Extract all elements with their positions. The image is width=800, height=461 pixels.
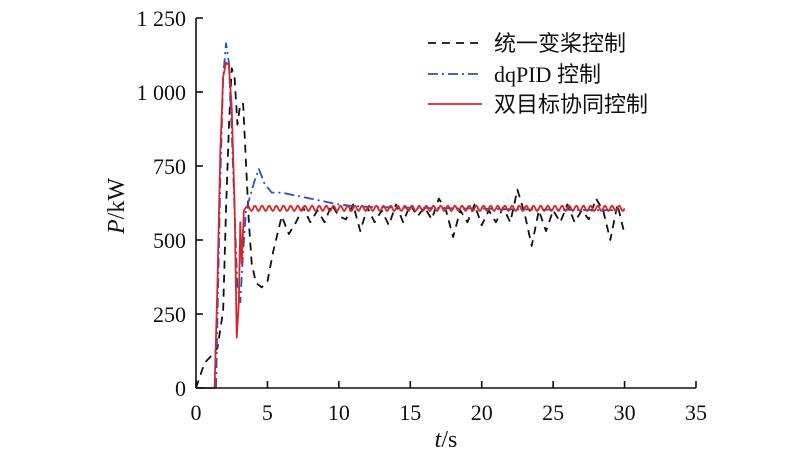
x-tick-label: 35 <box>685 400 707 425</box>
x-tick-label: 30 <box>614 400 636 425</box>
axes-layer <box>195 18 696 389</box>
y-tick-label: 250 <box>153 302 186 327</box>
y-tick-label: 750 <box>153 154 186 179</box>
y-axis-unit: /kW <box>104 178 130 220</box>
y-axis-variable: P <box>104 219 130 235</box>
y-tick-label: 1 250 <box>137 6 187 31</box>
y-tick-label: 1 000 <box>137 80 187 105</box>
x-tick-label: 25 <box>542 400 564 425</box>
x-axis-title: t/s <box>435 427 458 453</box>
series-layer <box>195 42 626 389</box>
x-tick-label: 20 <box>471 400 493 425</box>
legend: 统一变桨控制 dqPID 控制 双目标协同控制 <box>428 31 648 117</box>
x-tick-label: 10 <box>328 400 350 425</box>
legend-label-dqpid: dqPID 控制 <box>494 62 601 87</box>
x-tick-label: 0 <box>191 400 202 425</box>
x-tick-label: 5 <box>262 400 273 425</box>
ticks-layer: 0 5 10 15 20 25 30 35 0 250 500 750 1 000 1 250 <box>137 6 708 425</box>
y-axis-title: P/kW <box>104 178 130 235</box>
y-tick-label: 500 <box>153 228 186 253</box>
series-dual-objective <box>196 61 626 389</box>
x-tick-label: 15 <box>399 400 421 425</box>
x-axis-unit: /s <box>441 427 457 453</box>
y-tick-label: 0 <box>175 376 186 401</box>
series-uniform-pitch <box>195 67 626 389</box>
legend-label-dual-objective: 双目标协同控制 <box>494 92 648 117</box>
x-axis-variable: t <box>435 427 443 453</box>
legend-label-uniform-pitch: 统一变桨控制 <box>494 31 626 56</box>
